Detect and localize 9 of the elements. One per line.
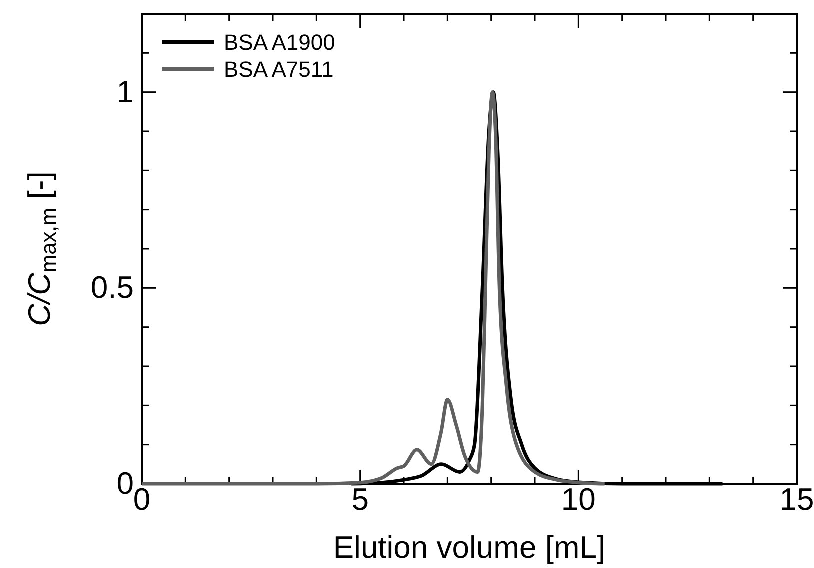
x-tick-label: 5	[352, 482, 369, 518]
y-tick-label: 1	[116, 74, 134, 110]
x-tick-label: 10	[561, 482, 596, 518]
y-tick-label: 0.5	[90, 270, 134, 306]
x-tick-label: 15	[780, 482, 814, 518]
legend-label: BSA A7511	[224, 57, 334, 82]
legend-label: BSA A1900	[224, 30, 336, 55]
x-axis-title: Elution volume [mL]	[333, 530, 606, 565]
line-series	[140, 90, 607, 486]
